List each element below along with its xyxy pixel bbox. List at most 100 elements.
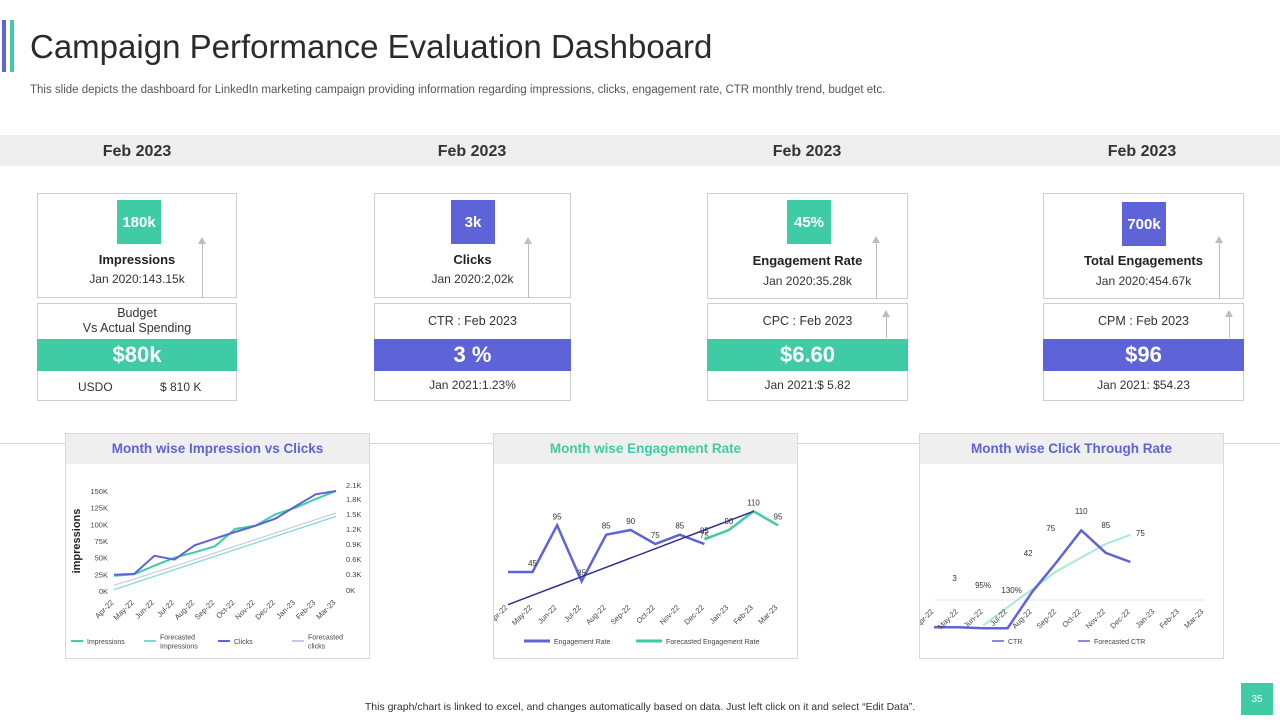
series-line-2 — [507, 510, 754, 606]
kpi-sub: Jan 2020:2,02k — [431, 272, 514, 286]
impressions-clicks-plot: 150K 125K 100K 75K 50K 25K 0K 2.1K 1.8K 1.5K 1.2K 0… — [71, 481, 361, 651]
page-number: 35 — [1241, 683, 1273, 715]
kpi-foot-left: USDO — [78, 380, 113, 394]
kpi-label: Engagement Rate — [752, 253, 863, 268]
data-label: 110 — [747, 498, 760, 507]
series-line-0 — [508, 522, 705, 585]
x-tick-label: Dec-22 — [253, 598, 276, 621]
kpi-bottom-label: CPC : Feb 2023 — [762, 314, 853, 328]
y-tick-label: 150K — [90, 487, 108, 496]
kpi-label: Impressions — [98, 252, 176, 267]
page-subtitle: This slide depicts the dashboard for Lin… — [30, 84, 886, 96]
series-line-1 — [982, 533, 1131, 627]
kpi-card-engagement-rate: 45% Engagement Rate Jan 2020:35.28k — [707, 193, 908, 299]
chart-engagement-rate: Month wise Engagement Rate 45 95 35 85 90 75 8… — [493, 433, 798, 659]
y2-tick-label: 1.8K — [346, 495, 361, 504]
legend-label: Forecasted CTR — [1094, 639, 1145, 646]
footer-note: This graph/chart is linked to excel, and… — [364, 701, 916, 713]
x-tick-label: May-22 — [510, 603, 534, 627]
arrow-stem — [528, 242, 529, 298]
kpi-bottom-value: $6.60 — [707, 339, 908, 371]
data-label: 3 — [952, 574, 957, 583]
series-line-3 — [113, 512, 337, 586]
kpi-badge: 45% — [787, 200, 831, 244]
x-tick-label: Jun-22 — [536, 603, 559, 626]
data-label: 95 — [774, 512, 783, 521]
y2-tick-label: 0K — [346, 586, 355, 595]
data-label: 42 — [1024, 549, 1033, 558]
up-arrow-icon — [882, 310, 890, 317]
up-arrow-icon — [524, 237, 532, 244]
legend-label: Impressions — [160, 644, 198, 651]
kpi-foot-right: $ 810 K — [160, 380, 202, 394]
data-label: 95% — [975, 581, 991, 590]
chart-title: Month wise Impression vs Clicks — [66, 434, 369, 464]
kpi-budget-card: Budget Vs Actual Spending $80k USDO $ 81… — [37, 303, 237, 401]
kpi-foot: Jan 2021:$ 5.82 — [764, 378, 851, 392]
data-label: 75 — [700, 531, 709, 540]
kpi-cpc-card: CPC : Feb 2023 $6.60 Jan 2021:$ 5.82 — [707, 303, 908, 401]
kpi-ctr-card: CTR : Feb 2023 3 % Jan 2021:1.23% — [374, 303, 571, 401]
y2-tick-label: 0.9K — [346, 540, 361, 549]
legend-label: CTR — [1008, 639, 1022, 646]
kpi-badge: 700k — [1122, 202, 1166, 246]
legend-label: Forecasted — [308, 635, 343, 642]
y2-tick-label: 0.6K — [346, 555, 361, 564]
legend-label: clicks — [308, 644, 326, 651]
x-tick-label: Oct-22 — [214, 598, 236, 620]
data-label: 35 — [577, 568, 586, 577]
kpi-foot: Jan 2021:1.23% — [429, 378, 516, 392]
x-tick-label: Jul-22 — [562, 603, 583, 624]
series-line-0 — [113, 490, 337, 577]
kpi-card-impressions: 180k Impressions Jan 2020:143.15k — [37, 193, 237, 298]
legend-label: Forecasted — [160, 635, 195, 642]
data-label: 130% — [1001, 586, 1021, 595]
kpi-label: Total Engagements — [1084, 253, 1203, 268]
kpi-bottom-label: CPM : Feb 2023 — [1097, 314, 1189, 328]
x-tick-label: Dec-22 — [1108, 607, 1131, 630]
x-tick-label: Mar-23 — [1182, 607, 1205, 630]
period-label: Feb 2023 — [437, 143, 507, 160]
period-band — [0, 135, 1280, 166]
data-label: 75 — [1136, 529, 1145, 538]
y-axis-title: impressions — [71, 509, 83, 574]
y2-tick-label: 0.3K — [346, 570, 361, 579]
series-line-0 — [934, 528, 1131, 630]
y-tick-label: 75K — [95, 537, 108, 546]
y-tick-label: 125K — [90, 504, 108, 513]
kpi-label: Clicks — [453, 252, 492, 267]
kpi-badge: 3k — [451, 200, 495, 244]
accent-bar-purple — [2, 20, 6, 72]
x-tick-label: Aug-22 — [173, 598, 196, 621]
x-tick-label: Aug-22 — [584, 603, 607, 626]
kpi-sub: Jan 2020:454.67k — [1095, 274, 1192, 288]
data-label: 85 — [602, 522, 611, 531]
data-label: 85 — [1101, 521, 1110, 530]
y-tick-label: 100K — [90, 520, 108, 529]
legend-label: Impressions — [87, 639, 125, 646]
data-label: 75 — [1046, 524, 1055, 533]
x-tick-label: Oct-22 — [1060, 607, 1082, 629]
data-label: 95 — [553, 512, 562, 521]
chart-impressions-vs-clicks: Month wise Impression vs Clicks 150K 125K… — [65, 433, 370, 659]
data-label: 90 — [626, 517, 635, 526]
accent-bar-green — [10, 20, 14, 72]
data-label: 85 — [700, 526, 709, 535]
x-tick-label: Jun-22 — [962, 607, 985, 630]
period-label: Feb 2023 — [102, 143, 172, 160]
page-title: Campaign Performance Evaluation Dashboar… — [30, 28, 713, 65]
y-tick-label: 50K — [95, 554, 108, 563]
x-tick-label: Nov-22 — [658, 603, 681, 626]
x-tick-label: Jul-22 — [988, 607, 1009, 628]
x-tick-label: Dec-22 — [682, 603, 705, 626]
kpi-bottom-value: 3 % — [374, 339, 571, 371]
y-tick-label: 0K — [99, 587, 108, 596]
x-tick-label: Nov-22 — [1084, 607, 1107, 630]
x-tick-label: Jan-23 — [708, 603, 731, 626]
x-tick-label: Nov-22 — [233, 598, 256, 621]
kpi-sub: Jan 2020:35.28k — [763, 274, 852, 288]
x-tick-label: Apr-22 — [920, 607, 935, 629]
period-label: Feb 2023 — [772, 143, 842, 160]
